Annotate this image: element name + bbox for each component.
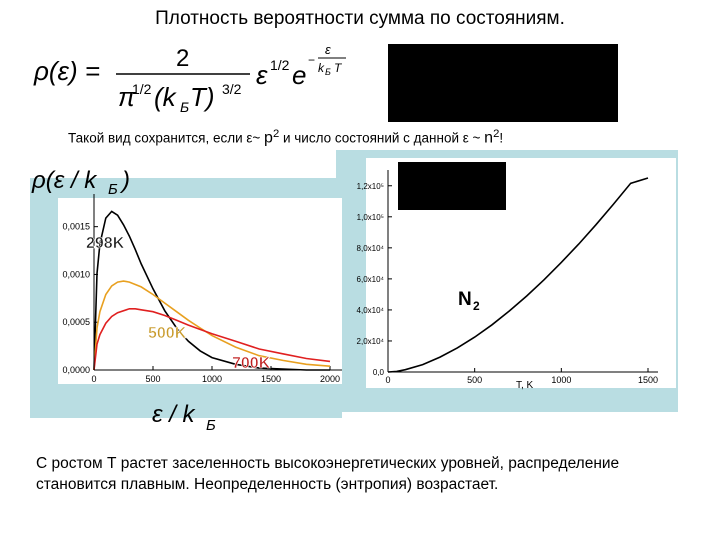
- right-y-tick-label: 8,0x10⁴: [357, 244, 385, 253]
- left-x-tick-label: 0: [91, 374, 96, 384]
- left-x-tick-label: 1500: [261, 374, 281, 384]
- formula-exp-den: k: [318, 61, 325, 75]
- note-end: !: [499, 130, 504, 146]
- left-plot-area: [58, 198, 342, 384]
- right-y-tick-label: 1,0x10⁵: [357, 213, 384, 222]
- left-y-tick-label: 0,0015: [62, 222, 90, 232]
- left-y-tick-label: 0,0000: [62, 365, 90, 375]
- right-y-tick-label: 1,2x10⁵: [357, 182, 384, 191]
- formula-kt-exp: 3/2: [222, 81, 242, 97]
- left-x-label-main: ε / k: [152, 401, 197, 428]
- density-formula: ρ(ε) = 2 π 1/2 (k Б T) 3/2 ε 1/2 e − ε k…: [33, 42, 346, 115]
- formula-exp-num: ε: [325, 42, 331, 57]
- formula-numerator: 2: [176, 45, 189, 72]
- right-y-tick-label: 0,0: [373, 368, 385, 377]
- formula-eps: ε: [256, 60, 268, 90]
- right-x-label: T, K: [516, 380, 534, 391]
- right-y-tick-label: 6,0x10⁴: [357, 275, 385, 284]
- curve-700k: [93, 308, 331, 371]
- left-x-label-sub: Б: [206, 417, 216, 434]
- left-x-tick-label: 500: [145, 374, 160, 384]
- note-p-exp: 2: [272, 128, 280, 140]
- formula-exp-den-t: T: [334, 61, 343, 75]
- left-chart-panel: 0,0015 0,0010 0,0005 0,0000 0 500 1000 1500 2000…: [30, 178, 342, 418]
- formula-pi: π: [118, 82, 136, 112]
- molecule-sub: 2: [473, 299, 480, 313]
- left-x-label: ε / k Б: [152, 401, 216, 434]
- label-500k: 500K: [148, 325, 187, 342]
- note-n-exp: 2: [493, 128, 500, 140]
- formula-kt-t: T): [190, 82, 215, 112]
- left-y-tick-label: 0,0010: [62, 269, 90, 279]
- right-x-tick-label: 1000: [551, 375, 571, 385]
- curve-298k: [93, 210, 330, 371]
- left-y-label-sub: Б: [108, 181, 118, 198]
- formula-kt: (k: [154, 82, 178, 112]
- molecule-label: N: [458, 289, 472, 310]
- left-y-label-close: ): [119, 167, 130, 194]
- formula-pi-exp: 1/2: [132, 81, 152, 97]
- left-y-tick-label: 0,0005: [62, 317, 90, 327]
- right-x-tick-label: 0: [385, 375, 390, 385]
- note-part2: и число состояний с данной ε ~: [279, 130, 485, 146]
- left-x-tick-label: 2000: [320, 374, 340, 384]
- formula-e: e: [292, 60, 306, 90]
- right-redacted-block: [398, 162, 506, 210]
- right-x-tick-label: 1500: [638, 375, 658, 385]
- label-298k: 298K: [86, 235, 125, 252]
- note-n: n: [484, 129, 494, 147]
- right-chart-panel: 1,2x10⁵ 1,0x10⁵ 8,0x10⁴ 6,0x10⁴ 4,0x10⁴ 2,0x1…: [336, 150, 678, 412]
- formula-eps-exp: 1/2: [270, 57, 290, 73]
- formula-exp-den-sub: Б: [325, 67, 331, 77]
- formula-exp-minus: −: [308, 53, 315, 67]
- right-x-tick-label: 500: [467, 375, 482, 385]
- left-y-label: ρ(ε / k Б ): [31, 167, 130, 198]
- redacted-image-block: [388, 44, 618, 122]
- note-part1: Такой вид сохранится, если ε~: [68, 130, 265, 146]
- formula-lhs: ρ(ε) =: [33, 56, 100, 86]
- slide-title: Плотность вероятности сумма по состояния…: [155, 8, 565, 29]
- condition-note: Такой вид сохранится, если ε~ p2 и число…: [68, 128, 503, 148]
- note-p: p: [264, 129, 273, 147]
- left-y-label-main: ρ(ε / k: [31, 167, 98, 194]
- right-y-tick-label: 4,0x10⁴: [357, 306, 385, 315]
- n2-curve: [387, 177, 649, 373]
- curve-500k: [93, 280, 331, 371]
- left-x-tick-label: 1000: [202, 374, 222, 384]
- right-y-tick-label: 2,0x10⁴: [357, 337, 385, 346]
- right-chart: 1,2x10⁵ 1,0x10⁵ 8,0x10⁴ 6,0x10⁴ 4,0x10⁴ 2,0x1…: [357, 158, 676, 391]
- label-700k: 700K: [232, 355, 271, 372]
- formula-kt-sub: Б: [180, 99, 189, 115]
- conclusion-text: С ростом Т растет заселенность высокоэне…: [36, 455, 620, 493]
